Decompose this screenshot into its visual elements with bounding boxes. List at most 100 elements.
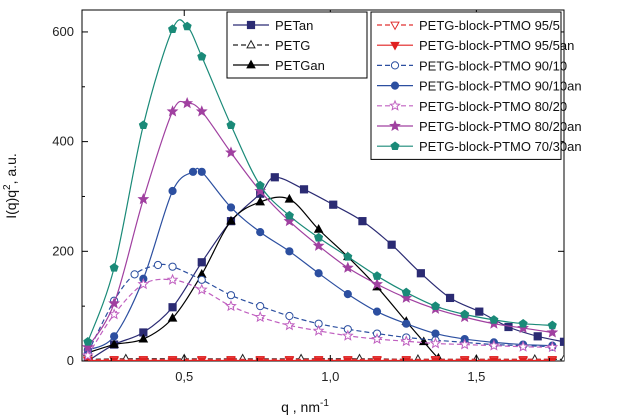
series-line-petan (87, 176, 564, 361)
data-point-petg-block-ptmo-90-10an (314, 269, 323, 278)
y-tick-label: 200 (52, 243, 74, 258)
series-petg-block-ptmo-95-5an (83, 357, 558, 361)
data-point-petg-block-ptmo-95-5an (547, 357, 558, 361)
data-point-petg-block-ptmo-95-5an (401, 357, 412, 361)
data-point-petg-block-ptmo-90-10 (153, 260, 163, 270)
data-point-petg-block-ptmo-95-5an (372, 357, 382, 361)
data-point-petgan (313, 224, 324, 233)
data-point-petg-block-ptmo-80-20an (82, 341, 94, 353)
data-point-petg-block-ptmo-80-20 (137, 278, 150, 290)
data-point-petg-block-ptmo-70-30an (83, 337, 93, 346)
data-point-petg-block-ptmo-80-20 (546, 341, 559, 353)
data-point-petan (504, 322, 513, 332)
data-point-petg-block-ptmo-70-30an (168, 24, 178, 34)
data-point-petg-block-ptmo-80-20an (341, 261, 354, 273)
data-point-petg-block-ptmo-80-20 (254, 310, 267, 323)
legend-label: PETG-block-PTMO 80/20 (419, 99, 567, 114)
series-petgan (83, 193, 443, 361)
data-point-petan (197, 258, 206, 267)
data-point-petg-block-ptmo-95-5an (459, 357, 470, 361)
legend-item-petg-block-ptmo-80-20an: PETG-block-PTMO 80/20an (377, 119, 582, 134)
legend-item-petg-block-ptmo-95-5: PETG-block-PTMO 95/5 (377, 18, 560, 33)
data-point-petg-block-ptmo-70-30an (138, 120, 148, 130)
data-point-petg-block-ptmo-95-5an (343, 357, 353, 361)
legend-item-petg-block-ptmo-70-30an: PETG-block-PTMO 70/30an (377, 139, 582, 154)
data-point-petg-block-ptmo-95-5an (109, 357, 119, 361)
y-tick-label: 600 (52, 24, 74, 39)
series-petg-block-ptmo-90-10an (83, 167, 557, 355)
data-point-petg-block-ptmo-95-5an (226, 357, 236, 361)
legend-item-petg-block-ptmo-80-20: PETG-block-PTMO 80/20 (377, 99, 567, 114)
legend-item-petgan: PETGan (233, 58, 325, 73)
legend-label: PETG-block-PTMO 90/10an (419, 79, 582, 94)
y-tick-label: 0 (67, 353, 74, 368)
legend-label: PETG-block-PTMO 95/5 (419, 18, 560, 33)
legend-marker (390, 81, 400, 90)
data-point-petg-block-ptmo-90-10an (168, 186, 177, 196)
data-point-petgan (109, 339, 119, 348)
data-point-petg-block-ptmo-95-5an (430, 357, 441, 361)
legend-marker (246, 20, 256, 30)
data-point-petg-block-ptmo-80-20an (517, 321, 529, 334)
data-point-petg-block-ptmo-70-30an (372, 271, 382, 280)
data-point-petg-block-ptmo-70-30an (182, 21, 192, 31)
data-point-petg-block-ptmo-80-20an (371, 278, 383, 290)
data-point-petg-block-ptmo-80-20 (517, 340, 529, 352)
data-point-petg-block-ptmo-90-10 (256, 302, 265, 311)
data-point-petg-block-ptmo-70-30an (430, 301, 440, 311)
data-point-petg-block-ptmo-80-20 (458, 338, 471, 350)
data-point-petg-block-ptmo-70-30an (197, 51, 207, 61)
series-line-petg-block-ptmo-95-5 (87, 358, 553, 361)
data-point-petg (560, 353, 564, 361)
data-point-petg-block-ptmo-90-10an (226, 203, 236, 212)
legend-label: PETG (275, 38, 310, 53)
data-point-petg-block-ptmo-90-10an (285, 247, 294, 256)
data-point-petg-block-ptmo-95-5an (313, 357, 324, 361)
data-point-petg-block-ptmo-80-20 (312, 324, 325, 336)
data-point-petg-block-ptmo-90-10an (188, 167, 198, 176)
legend-marker (246, 39, 256, 49)
x-tick-label: 0,5 (175, 369, 193, 384)
data-point-petg-block-ptmo-70-30an (518, 318, 528, 328)
data-point-petg-block-ptmo-90-10an (343, 289, 352, 299)
data-point-petan (270, 173, 279, 182)
data-point-petg-block-ptmo-90-10 (197, 275, 206, 284)
data-point-petg-block-ptmo-80-20an (166, 105, 179, 117)
data-point-petgan (255, 196, 265, 206)
data-point-petan (358, 217, 367, 226)
data-point-petgan (284, 193, 295, 203)
data-point-petg-block-ptmo-70-30an (255, 180, 265, 190)
data-point-petan (475, 307, 484, 316)
data-point-petg-block-ptmo-90-10an (110, 332, 119, 341)
data-point-petg-block-ptmo-90-10an (431, 329, 440, 338)
data-point-petg-block-ptmo-70-30an (489, 315, 499, 324)
data-point-petg-block-ptmo-90-10an (402, 319, 411, 328)
legend-item-petg-block-ptmo-90-10an: PETG-block-PTMO 90/10an (377, 79, 582, 94)
data-point-petg-block-ptmo-80-20 (195, 283, 208, 295)
data-point-petgan (226, 215, 236, 225)
data-point-petg-block-ptmo-70-30an (547, 320, 557, 330)
legend-item-petg-block-ptmo-95-5an: PETG-block-PTMO 95/5an (377, 38, 574, 53)
series-petg-block-ptmo-80-20 (82, 273, 559, 361)
legend-label: PETG-block-PTMO 90/10 (419, 58, 567, 73)
legend-marker (390, 141, 400, 151)
data-point-petg-block-ptmo-70-30an (314, 232, 324, 242)
legend-marker (389, 99, 401, 111)
legend-marker (390, 61, 400, 70)
legend-marker (390, 21, 400, 31)
legend-label: PETG-block-PTMO 95/5an (419, 38, 574, 53)
data-point-petg-block-ptmo-80-20an (181, 97, 194, 109)
data-point-petan (416, 269, 425, 278)
data-point-petg-block-ptmo-80-20an (225, 146, 237, 158)
series-petg-block-ptmo-70-30an (83, 19, 557, 346)
data-point-petg-block-ptmo-80-20 (371, 332, 383, 345)
data-point-petg-block-ptmo-80-20an (400, 291, 413, 303)
legend-item-petg-block-ptmo-90-10: PETG-block-PTMO 90/10 (377, 58, 567, 73)
data-point-petan (387, 240, 396, 249)
y-axis-title: I(q)q2, a.u. (2, 153, 19, 219)
data-point-petg-block-ptmo-95-5an (167, 357, 178, 361)
data-point-petg-block-ptmo-70-30an (401, 287, 411, 297)
data-point-petg-block-ptmo-90-10an (256, 228, 265, 237)
data-point-petg-block-ptmo-80-20 (283, 319, 296, 331)
data-point-petg-block-ptmo-80-20an (108, 297, 121, 309)
